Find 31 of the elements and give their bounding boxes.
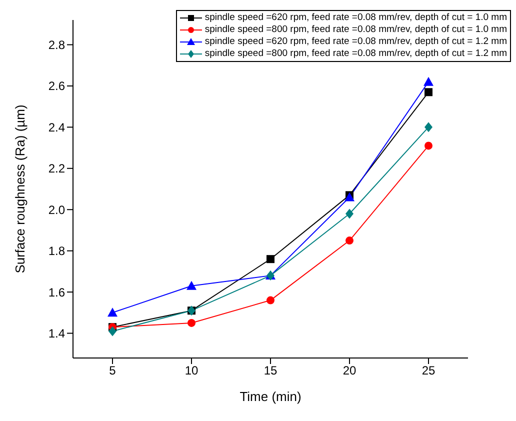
x-axis-title: Time (min) <box>240 389 302 404</box>
legend-label: spindle speed =800 rpm, feed rate =0.08 mm/rev, depth of cut = 1.2 mm <box>204 48 507 60</box>
x-tick-label: 10 <box>184 364 198 378</box>
point <box>424 76 434 86</box>
y-axis-title: Surface roughness (Ra) (µm) <box>12 104 28 274</box>
point <box>424 142 432 150</box>
legend-label: spindle speed =800 rpm, feed rate =0.08 mm/rev, depth of cut = 1.0 mm <box>204 24 507 36</box>
y-tick-label: 2.6 <box>48 79 66 94</box>
point <box>346 208 354 219</box>
y-tick-label: 2.4 <box>48 120 66 134</box>
point <box>186 280 196 290</box>
point <box>424 88 432 96</box>
x-tick-label: 5 <box>109 364 116 378</box>
legend-label: spindle speed =620 rpm, feed rate =0.08 mm/rev, depth of cut = 1.0 mm <box>204 12 507 24</box>
y-tick-label: 1.6 <box>48 285 66 300</box>
x-tick-label: 25 <box>422 364 436 378</box>
point <box>346 236 354 245</box>
point <box>266 296 274 304</box>
legend-label: spindle speed =620 rpm, feed rate =0.08 mm/rev, depth of cut = 1.2 mm <box>204 36 507 48</box>
y-tick-label: 2.0 <box>48 202 66 217</box>
x-tick-label: 15 <box>264 364 278 378</box>
point <box>424 122 432 132</box>
y-tick-label: 2.8 <box>48 38 66 52</box>
y-tick-label: 1.4 <box>48 326 66 341</box>
point <box>108 326 116 336</box>
point <box>188 318 196 327</box>
point <box>266 255 274 264</box>
point <box>108 308 118 317</box>
x-tick-label: 20 <box>342 364 356 378</box>
y-tick-label: 2.2 <box>48 162 66 176</box>
y-tick-label: 1.8 <box>48 244 66 258</box>
